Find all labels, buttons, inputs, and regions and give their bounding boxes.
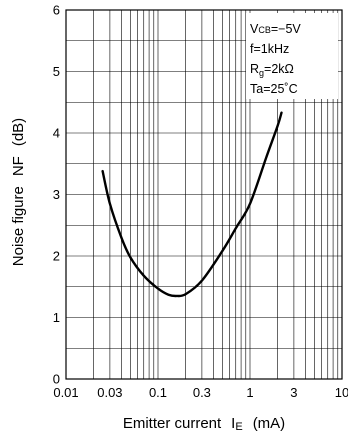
x-axis-label-main: Emitter current: [123, 415, 222, 432]
condition-frequency: f=1kHz: [250, 42, 289, 56]
x-tick-label: 0.1: [149, 385, 167, 400]
x-tick-label: 1: [246, 385, 253, 400]
y-tick-label: 5: [53, 64, 60, 79]
x-axis-ticks: 0.01 0.03 0.1 0.3 1 3 10: [53, 385, 348, 400]
x-axis-label-unit: (mA): [253, 415, 286, 432]
conditions-legend: VCB=−5V f=1kHz Rg=2kΩ Ta=25˚C: [246, 13, 338, 99]
condition-rg: Rg=2kΩ: [250, 62, 294, 78]
y-axis-label-main: Noise figure: [10, 186, 27, 266]
condition-vcb: VCB=−5V: [250, 22, 301, 36]
grid-lines: [66, 10, 342, 379]
y-tick-label: 4: [53, 126, 60, 141]
y-axis-ticks: 0 1 2 3 4 5 6: [53, 3, 60, 387]
y-tick-label: 1: [53, 310, 60, 325]
x-axis-label-symbol: I: [231, 415, 235, 432]
condition-rg-symbol: R: [250, 62, 259, 76]
plot-frame: [65, 9, 343, 380]
condition-vcb-symbol: V: [250, 22, 259, 36]
condition-vcb-value: =−5V: [271, 22, 302, 36]
y-axis-label-unit: (dB): [10, 118, 27, 146]
x-tick-label: 0.3: [193, 385, 211, 400]
y-tick-label: 6: [53, 3, 60, 18]
series-line-noise-figure: [101, 111, 283, 298]
x-axis-label: Emitter current IE (mA): [123, 415, 285, 433]
condition-rg-subscript: g: [259, 68, 264, 78]
y-tick-label: 3: [53, 187, 60, 202]
x-axis-label-subscript: E: [235, 421, 242, 433]
y-tick-label: 2: [53, 249, 60, 264]
condition-vcb-subscript: CB: [258, 25, 271, 35]
x-tick-label: 3: [290, 385, 297, 400]
condition-ta: Ta=25˚C: [250, 82, 298, 96]
conditions-box-background: [246, 13, 338, 99]
x-tick-label: 0.03: [97, 385, 122, 400]
condition-rg-value: =2kΩ: [264, 62, 294, 76]
y-axis-label-symbol: NF: [10, 156, 27, 176]
y-tick-label: 0: [53, 372, 60, 387]
x-tick-label: 0.01: [53, 385, 78, 400]
y-axis-label: Noise figure NF (dB): [10, 118, 27, 266]
x-tick-label: 10: [335, 385, 348, 400]
